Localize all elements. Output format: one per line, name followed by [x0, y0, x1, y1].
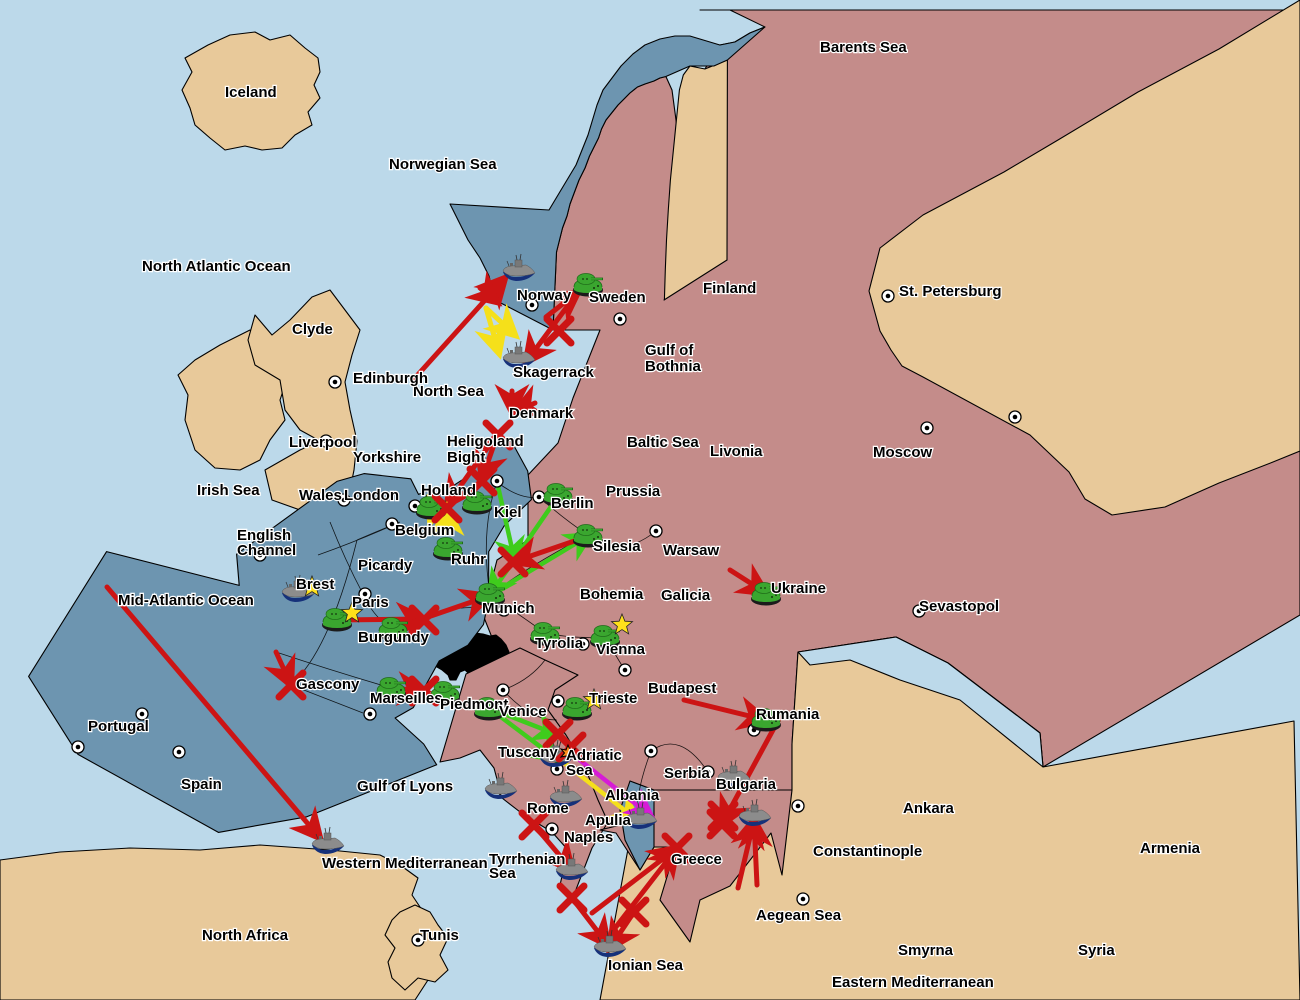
svg-text:Ukraine: Ukraine	[771, 580, 826, 597]
svg-text:Belgium: Belgium	[395, 522, 454, 539]
svg-text:Norway: Norway	[517, 287, 572, 304]
svg-text:Warsaw: Warsaw	[663, 542, 719, 559]
svg-text:Portugal: Portugal	[88, 718, 149, 735]
svg-text:Livonia: Livonia	[710, 443, 763, 460]
svg-text:North Atlantic Ocean: North Atlantic Ocean	[142, 258, 291, 275]
svg-text:Gulf of: Gulf of	[645, 342, 694, 359]
svg-text:Iceland: Iceland	[225, 84, 277, 101]
svg-text:Rumania: Rumania	[756, 706, 820, 723]
svg-text:Ionian Sea: Ionian Sea	[608, 957, 684, 974]
svg-text:Sea: Sea	[566, 762, 593, 779]
svg-text:Denmark: Denmark	[509, 405, 574, 422]
svg-text:Clyde: Clyde	[292, 321, 333, 338]
svg-text:Edinburgh: Edinburgh	[353, 370, 428, 387]
svg-text:Naples: Naples	[564, 829, 613, 846]
svg-text:North Africa: North Africa	[202, 927, 289, 944]
svg-text:Kiel: Kiel	[494, 504, 522, 521]
svg-text:Aegean Sea: Aegean Sea	[756, 907, 842, 924]
svg-text:Vienna: Vienna	[596, 641, 646, 658]
svg-text:Tunis: Tunis	[420, 927, 459, 944]
svg-text:Mid-Atlantic Ocean: Mid-Atlantic Ocean	[118, 592, 254, 609]
svg-text:Irish Sea: Irish Sea	[197, 482, 260, 499]
svg-text:Holland: Holland	[421, 482, 476, 499]
svg-text:Ruhr: Ruhr	[451, 551, 486, 568]
svg-text:Gascony: Gascony	[296, 676, 360, 693]
svg-text:Yorkshire: Yorkshire	[353, 449, 421, 466]
svg-text:Rome: Rome	[527, 800, 569, 817]
svg-text:Spain: Spain	[181, 776, 222, 793]
svg-text:Tyrolia: Tyrolia	[535, 635, 584, 652]
svg-text:Bohemia: Bohemia	[580, 586, 644, 603]
svg-text:Brest: Brest	[296, 576, 334, 593]
svg-text:Sweden: Sweden	[589, 289, 646, 306]
svg-text:Heligoland: Heligoland	[447, 433, 524, 450]
svg-text:Budapest: Budapest	[648, 680, 716, 697]
svg-text:Apulia: Apulia	[585, 812, 631, 829]
svg-text:St. Petersburg: St. Petersburg	[899, 283, 1002, 300]
svg-text:Norwegian Sea: Norwegian Sea	[389, 156, 497, 173]
svg-text:Burgundy: Burgundy	[358, 629, 429, 646]
svg-text:Baltic Sea: Baltic Sea	[627, 434, 699, 451]
svg-text:Greece: Greece	[671, 851, 722, 868]
svg-text:Skagerrack: Skagerrack	[513, 364, 595, 381]
svg-text:Albania: Albania	[605, 787, 660, 804]
svg-text:Eastern Mediterranean: Eastern Mediterranean	[832, 974, 994, 991]
svg-text:Wales: Wales	[299, 487, 342, 504]
svg-text:Channel: Channel	[237, 542, 296, 559]
svg-text:Bulgaria: Bulgaria	[716, 776, 777, 793]
svg-text:Paris: Paris	[352, 594, 389, 611]
svg-text:Bothnia: Bothnia	[645, 358, 701, 375]
svg-text:Bight: Bight	[447, 449, 485, 466]
svg-text:Prussia: Prussia	[606, 483, 661, 500]
svg-text:Trieste: Trieste	[589, 690, 637, 707]
svg-text:Barents Sea: Barents Sea	[820, 39, 907, 56]
svg-text:Berlin: Berlin	[551, 495, 594, 512]
svg-text:Munich: Munich	[482, 600, 535, 617]
svg-text:Western Mediterranean: Western Mediterranean	[322, 855, 488, 872]
svg-text:London: London	[344, 487, 399, 504]
svg-text:Galicia: Galicia	[661, 587, 711, 604]
svg-text:Silesia: Silesia	[593, 538, 641, 555]
svg-text:Picardy: Picardy	[358, 557, 413, 574]
svg-text:Sevastopol: Sevastopol	[919, 598, 999, 615]
svg-text:Constantinople: Constantinople	[813, 843, 922, 860]
svg-text:Marseilles: Marseilles	[370, 690, 443, 707]
svg-text:Venice: Venice	[499, 703, 547, 720]
svg-text:Finland: Finland	[703, 280, 756, 297]
svg-text:Armenia: Armenia	[1140, 840, 1201, 857]
svg-text:Serbia: Serbia	[664, 765, 711, 782]
svg-text:Moscow: Moscow	[873, 444, 933, 461]
svg-text:Gulf of Lyons: Gulf of Lyons	[357, 778, 453, 795]
svg-text:Syria: Syria	[1078, 942, 1115, 959]
svg-text:Tuscany: Tuscany	[498, 744, 558, 761]
svg-text:Sea: Sea	[489, 865, 516, 882]
svg-text:Liverpool: Liverpool	[289, 434, 357, 451]
svg-text:Ankara: Ankara	[903, 800, 955, 817]
svg-text:Smyrna: Smyrna	[898, 942, 954, 959]
